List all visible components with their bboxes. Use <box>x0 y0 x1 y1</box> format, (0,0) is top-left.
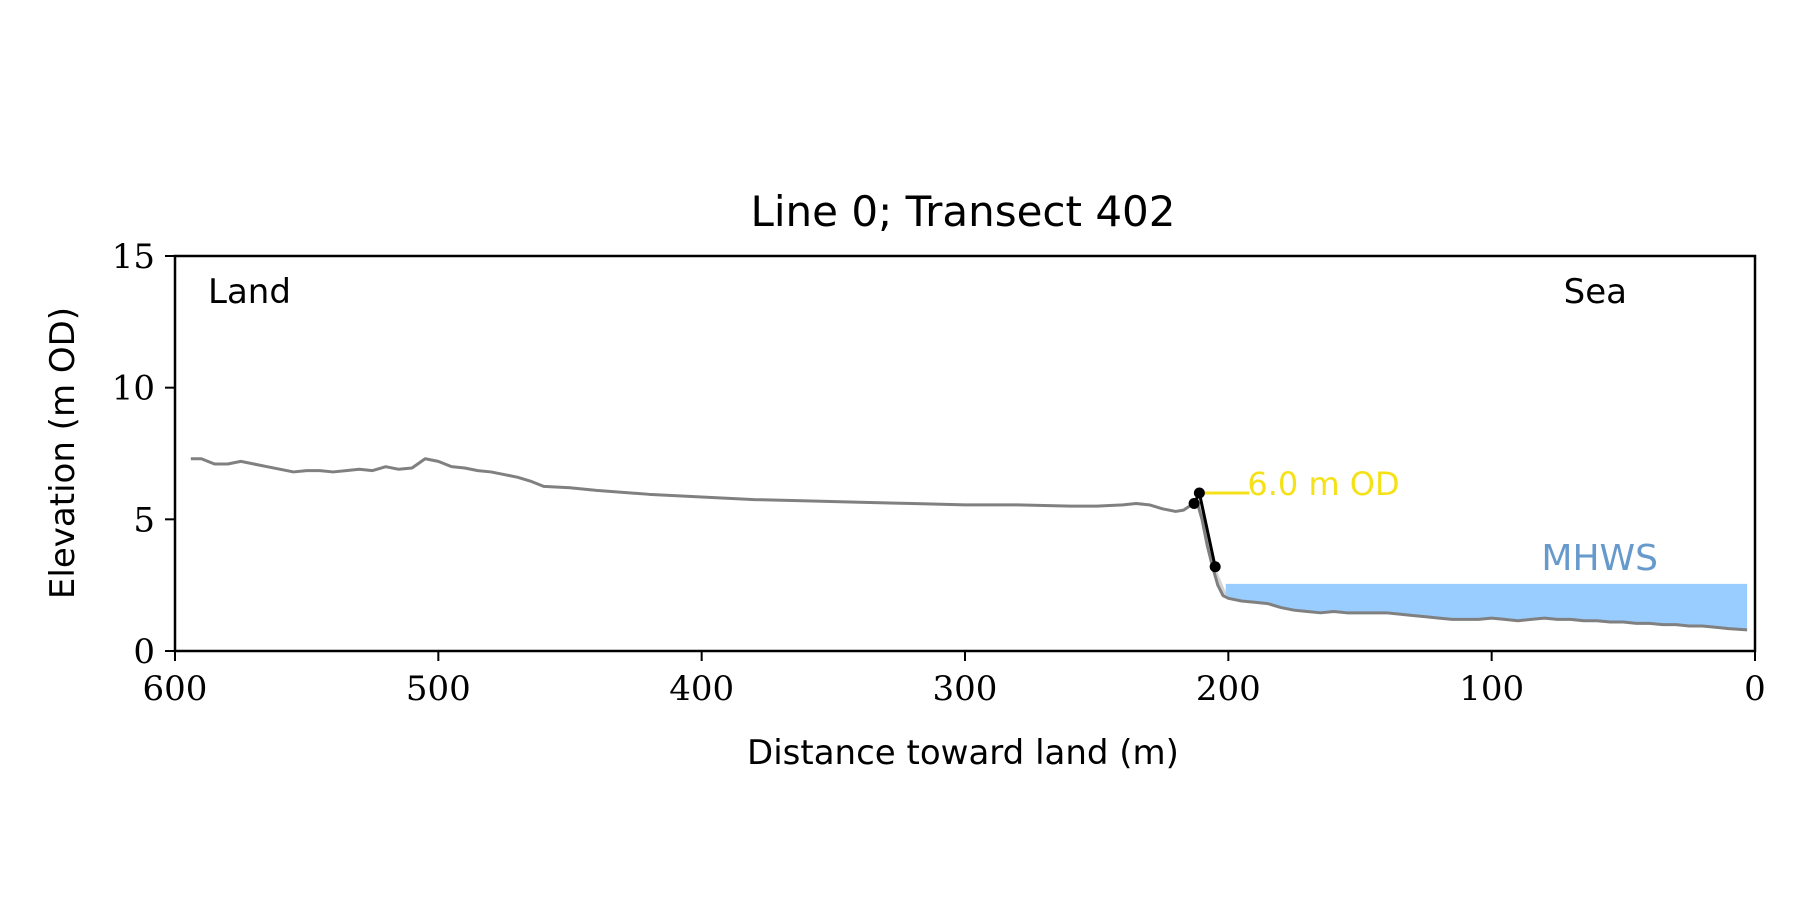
x-tick-label: 200 <box>1196 669 1261 709</box>
x-axis-label: Distance toward land (m) <box>747 733 1179 773</box>
x-tick-label: 100 <box>1459 669 1524 709</box>
y-tick-label: 15 <box>112 237 155 277</box>
chart-title: Line 0; Transect 402 <box>750 187 1175 236</box>
x-tick-label: 300 <box>933 669 998 709</box>
y-tick-label: 0 <box>133 632 155 672</box>
y-axis: 0 5 10 15 <box>112 237 175 672</box>
elevation-marker-label: 6.0 m OD <box>1247 465 1399 503</box>
x-tick-label: 400 <box>669 669 734 709</box>
x-tick-label: 600 <box>143 669 208 709</box>
y-axis-label: Elevation (m OD) <box>43 307 83 599</box>
y-tick-label: 5 <box>133 500 155 540</box>
y-tick-label: 10 <box>112 369 155 409</box>
x-axis: 600 500 400 300 200 100 0 <box>143 651 1766 709</box>
x-tick-label: 0 <box>1744 669 1766 709</box>
cliff-point-0 <box>1188 498 1200 510</box>
cliff-point-1 <box>1193 487 1205 499</box>
plot-area: 6.0 m OD MHWS <box>190 457 1748 632</box>
cliff-point-2 <box>1209 561 1221 573</box>
mhws-water-fill <box>1225 583 1748 630</box>
sea-label: Sea <box>1564 272 1627 312</box>
x-tick-label: 500 <box>406 669 471 709</box>
mhws-label: MHWS <box>1541 538 1658 579</box>
land-label: Land <box>208 272 291 312</box>
